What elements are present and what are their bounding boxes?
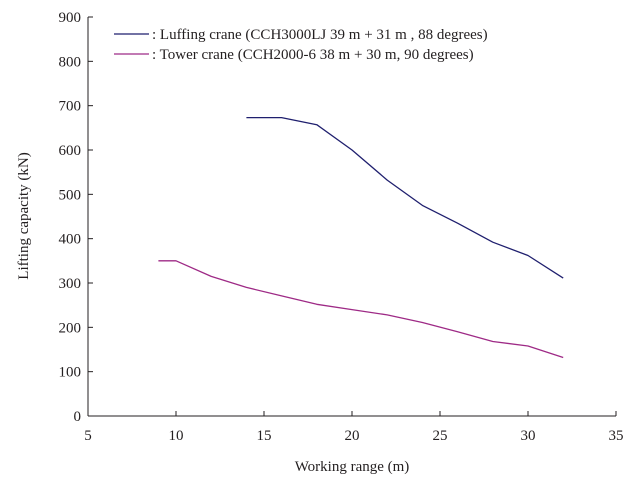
y-tick-label: 300 <box>59 276 82 292</box>
x-tick-label: 20 <box>345 428 360 444</box>
y-tick-label: 400 <box>59 232 82 248</box>
legend-label-1: : Luffing crane (CCH3000LJ 39 m + 31 m ,… <box>152 27 488 43</box>
x-tick-label: 25 <box>433 428 448 444</box>
y-tick-label: 500 <box>59 187 82 203</box>
series-line-2 <box>158 260 564 359</box>
y-axis-title: Lifting capacity (kN) <box>16 152 32 279</box>
series-layer <box>158 116 564 359</box>
y-tick-label: 600 <box>59 143 82 159</box>
y-tick-label: 0 <box>74 409 82 425</box>
y-tick-label: 700 <box>59 99 82 115</box>
x-axis-title: Working range (m) <box>295 459 410 475</box>
x-tick-label: 35 <box>609 428 624 444</box>
x-axis-ticks: 5 10 15 20 25 30 35 <box>84 411 624 444</box>
y-tick-label: 800 <box>59 54 82 70</box>
x-tick-label: 30 <box>521 428 536 444</box>
y-axis-ticks: 0 100 200 300 400 500 600 700 800 900 <box>59 10 93 425</box>
x-tick-label: 5 <box>84 428 92 444</box>
y-tick-label: 900 <box>59 10 82 26</box>
x-tick-label: 15 <box>257 428 272 444</box>
legend-label-2: : Tower crane (CCH2000-6 38 m + 30 m, 90… <box>152 47 474 63</box>
y-tick-label: 200 <box>59 320 82 336</box>
legend: : Luffing crane (CCH3000LJ 39 m + 31 m ,… <box>114 27 488 63</box>
axes <box>87 17 616 417</box>
x-tick-label: 10 <box>169 428 184 444</box>
y-tick-label: 100 <box>59 365 82 381</box>
series-line-1 <box>246 116 564 279</box>
